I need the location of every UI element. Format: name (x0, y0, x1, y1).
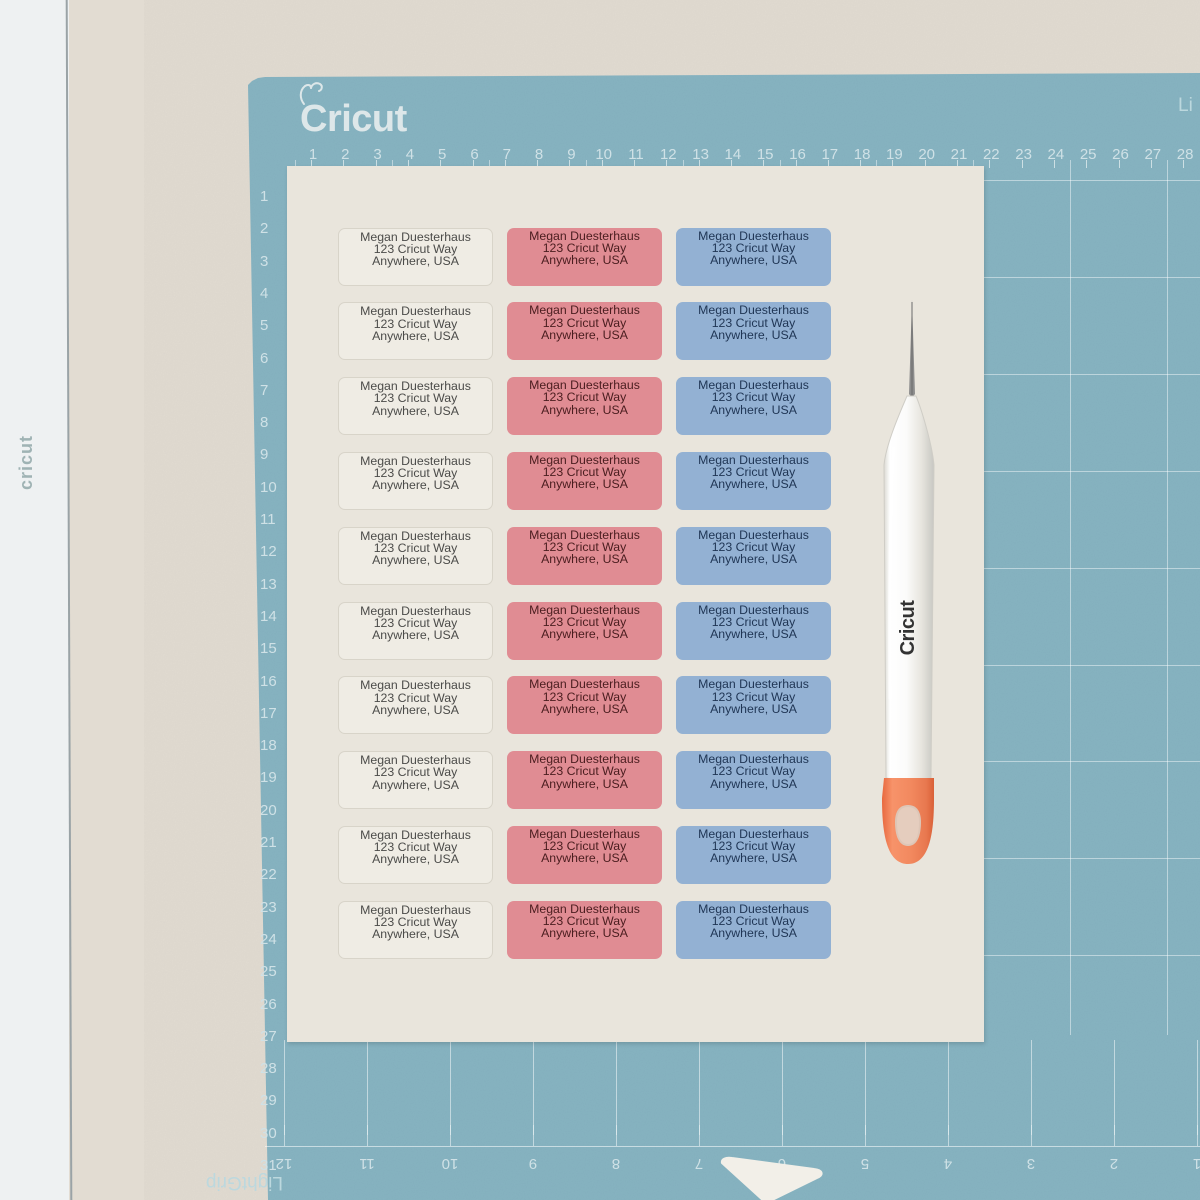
svg-text:Cricut: Cricut (897, 600, 919, 656)
